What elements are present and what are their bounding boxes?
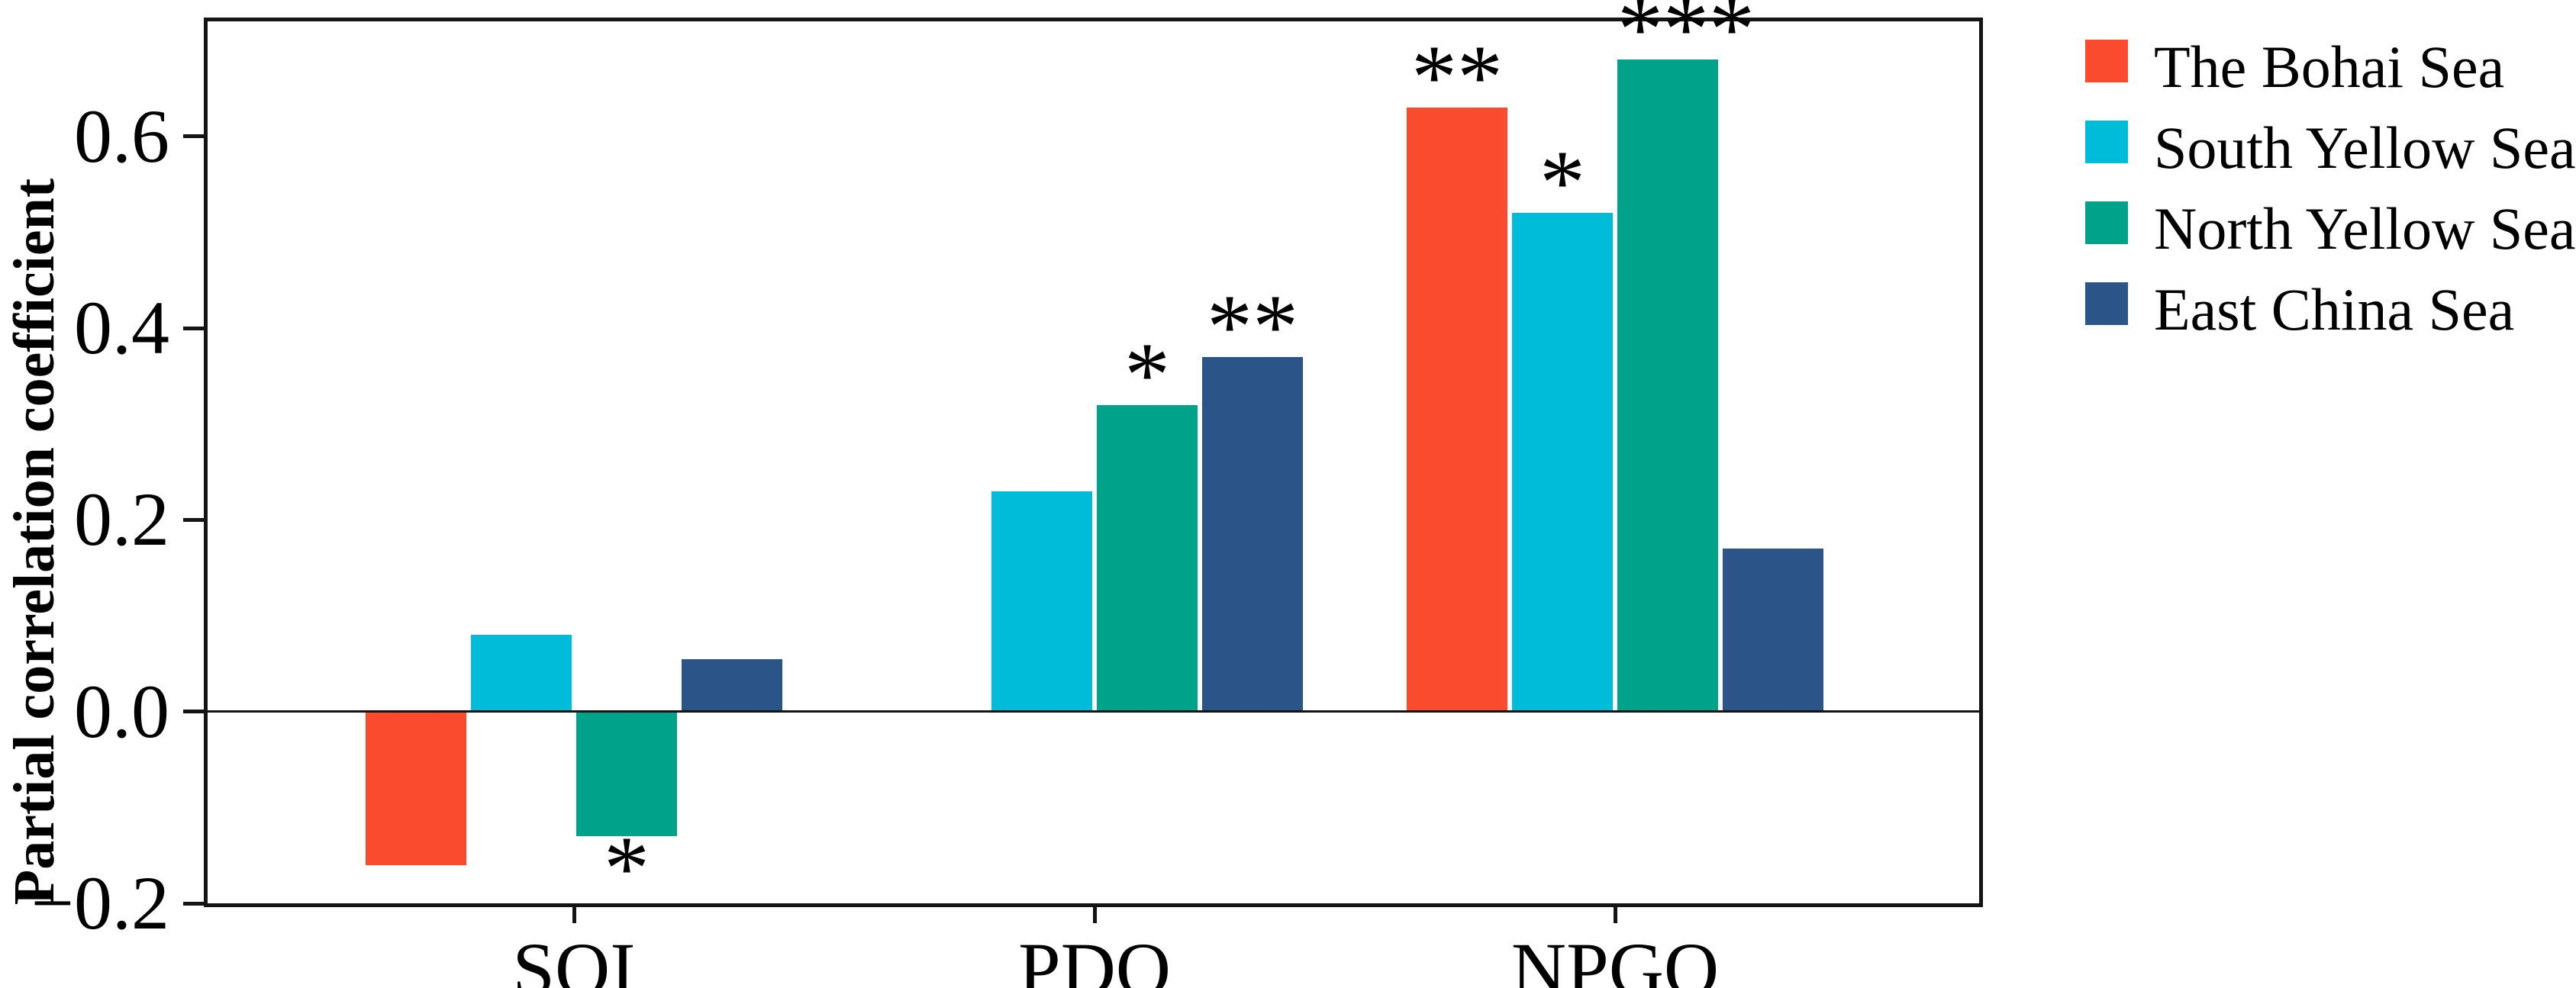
zero-baseline (208, 710, 1979, 713)
legend-swatch-3 (2085, 201, 2128, 244)
y-tick-label: 0.6 (74, 93, 169, 179)
bar-npgo-2 (1617, 60, 1718, 712)
bar-npgo-1 (1512, 213, 1613, 712)
plot-area: ** * * * *** ** (208, 0, 1979, 914)
significance-label: *** (1617, 0, 1755, 80)
bar-soi-1 (471, 635, 572, 712)
x-tick (572, 903, 576, 923)
bar-npgo-0 (1407, 108, 1507, 712)
y-tick (183, 710, 206, 714)
y-tick-label: 0.4 (74, 285, 169, 371)
bar-pdo-2 (1097, 404, 1198, 712)
y-tick (183, 517, 206, 522)
y-tick-label: −0.2 (31, 861, 169, 945)
x-tick (1613, 903, 1617, 923)
bar-pdo-1 (991, 491, 1092, 712)
significance-label: * (1539, 131, 1585, 233)
x-category-label-npgo: NPGO (1510, 927, 1720, 988)
y-tick (183, 326, 206, 330)
legend-label-3: North Yellow Sea (2154, 195, 2576, 262)
bar-pdo-3 (1202, 356, 1303, 712)
y-tick-label: 0.0 (74, 668, 169, 754)
significance-label: ** (1207, 275, 1298, 377)
legend-swatch-1 (2085, 40, 2128, 82)
x-tick (1092, 903, 1097, 923)
legend-label-4: East China Sea (2154, 276, 2515, 343)
x-category-label-pdo: PDO (1017, 927, 1172, 988)
legend-label-2: South Yellow Sea (2154, 114, 2576, 181)
legend-label-1: The Bohai Sea (2154, 34, 2505, 100)
legend-swatch-2 (2085, 121, 2128, 163)
significance-label: * (604, 817, 650, 919)
significance-label: * (1124, 323, 1170, 425)
y-tick (183, 134, 206, 139)
significance-label: ** (1411, 26, 1503, 128)
bar-soi-3 (682, 658, 782, 712)
bar-soi-2 (576, 711, 677, 837)
y-tick-label: 0.2 (74, 477, 169, 562)
legend-swatch-4 (2085, 282, 2128, 325)
y-tick (183, 901, 206, 906)
x-category-label-soi: SOI (512, 927, 636, 988)
bar-npgo-3 (1723, 549, 1823, 712)
bar-soi-0 (366, 711, 466, 865)
